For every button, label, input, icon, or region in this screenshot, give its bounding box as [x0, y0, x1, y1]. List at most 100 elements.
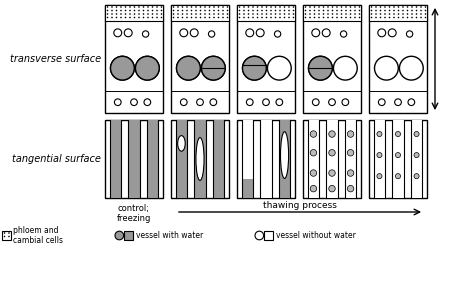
Circle shape — [350, 10, 351, 11]
Circle shape — [116, 13, 117, 15]
Circle shape — [209, 6, 210, 8]
Circle shape — [371, 10, 372, 11]
Circle shape — [395, 99, 401, 106]
Bar — [242, 120, 253, 198]
Circle shape — [393, 6, 395, 8]
Circle shape — [274, 31, 281, 37]
Circle shape — [147, 10, 149, 11]
Circle shape — [4, 232, 5, 234]
Circle shape — [318, 10, 320, 11]
Circle shape — [266, 17, 267, 18]
Text: phloem and
cambial cells: phloem and cambial cells — [13, 226, 63, 245]
Circle shape — [177, 6, 179, 8]
Circle shape — [333, 56, 357, 80]
Circle shape — [266, 13, 267, 15]
Text: thawing process: thawing process — [263, 201, 337, 210]
Circle shape — [204, 13, 206, 15]
Circle shape — [120, 10, 122, 11]
Circle shape — [416, 17, 417, 18]
Circle shape — [420, 17, 422, 18]
Circle shape — [227, 17, 228, 18]
Circle shape — [191, 17, 192, 18]
Circle shape — [323, 13, 324, 15]
Ellipse shape — [281, 132, 289, 179]
Circle shape — [350, 6, 351, 8]
Circle shape — [359, 6, 360, 8]
Circle shape — [218, 13, 219, 15]
Circle shape — [395, 153, 401, 158]
Circle shape — [200, 6, 201, 8]
Circle shape — [107, 13, 108, 15]
Circle shape — [248, 10, 249, 11]
Circle shape — [411, 13, 413, 15]
Circle shape — [248, 17, 249, 18]
Circle shape — [191, 6, 192, 8]
Circle shape — [252, 17, 254, 18]
Circle shape — [377, 153, 382, 158]
Circle shape — [276, 99, 283, 106]
Circle shape — [181, 99, 187, 106]
Circle shape — [395, 173, 401, 179]
Circle shape — [332, 13, 333, 15]
Circle shape — [134, 17, 135, 18]
Circle shape — [384, 13, 386, 15]
Circle shape — [129, 17, 131, 18]
Circle shape — [138, 17, 140, 18]
Circle shape — [384, 17, 386, 18]
Circle shape — [293, 6, 294, 8]
Circle shape — [190, 29, 198, 37]
Circle shape — [125, 17, 126, 18]
Circle shape — [279, 6, 281, 8]
Circle shape — [116, 17, 117, 18]
Circle shape — [107, 6, 108, 8]
Ellipse shape — [178, 136, 185, 151]
Circle shape — [156, 10, 158, 11]
Circle shape — [354, 6, 356, 8]
Circle shape — [111, 17, 113, 18]
Circle shape — [309, 10, 311, 11]
Circle shape — [176, 56, 201, 80]
Circle shape — [288, 13, 290, 15]
Circle shape — [182, 13, 183, 15]
Circle shape — [354, 17, 356, 18]
Circle shape — [288, 17, 290, 18]
Circle shape — [257, 10, 258, 11]
Circle shape — [201, 56, 225, 80]
Circle shape — [407, 13, 408, 15]
Circle shape — [257, 6, 258, 8]
Circle shape — [347, 149, 354, 156]
Circle shape — [327, 10, 329, 11]
Circle shape — [347, 170, 354, 176]
Circle shape — [107, 10, 108, 11]
Circle shape — [248, 13, 249, 15]
Circle shape — [270, 17, 272, 18]
Circle shape — [218, 17, 219, 18]
Circle shape — [377, 132, 382, 137]
Circle shape — [425, 10, 426, 11]
Circle shape — [209, 13, 210, 15]
Circle shape — [239, 17, 240, 18]
Circle shape — [332, 10, 333, 11]
Circle shape — [209, 10, 210, 11]
Circle shape — [200, 10, 201, 11]
Circle shape — [239, 6, 240, 8]
Circle shape — [420, 6, 422, 8]
Circle shape — [323, 10, 324, 11]
Circle shape — [407, 10, 408, 11]
Circle shape — [125, 10, 126, 11]
Circle shape — [389, 13, 390, 15]
Circle shape — [152, 6, 153, 8]
Circle shape — [116, 10, 117, 11]
Circle shape — [345, 10, 347, 11]
Circle shape — [227, 6, 228, 8]
Circle shape — [177, 13, 179, 15]
Circle shape — [243, 17, 245, 18]
Circle shape — [378, 29, 386, 37]
Circle shape — [252, 6, 254, 8]
Circle shape — [173, 17, 174, 18]
Circle shape — [347, 131, 354, 137]
Circle shape — [336, 13, 338, 15]
Bar — [326, 120, 338, 198]
Circle shape — [255, 231, 264, 240]
Text: tangential surface: tangential surface — [12, 154, 101, 164]
